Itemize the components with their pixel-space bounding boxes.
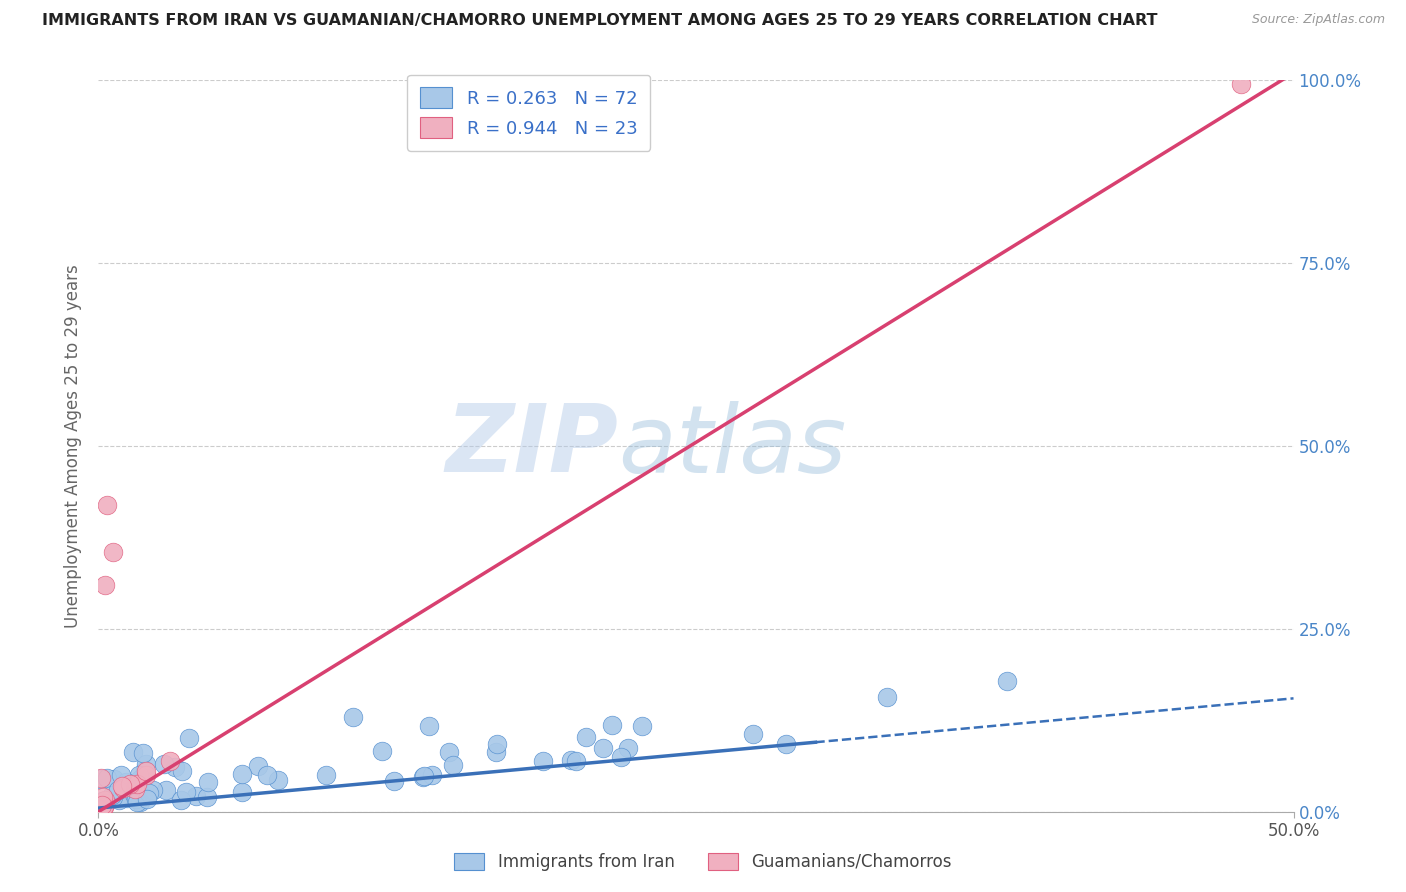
Point — [631, 719, 654, 733]
Point — [131, 746, 153, 760]
Point — [125, 777, 148, 791]
Point — [184, 789, 207, 804]
Point — [124, 781, 146, 796]
Point — [231, 767, 253, 781]
Point — [101, 789, 124, 804]
Point — [565, 754, 588, 768]
Point — [592, 740, 614, 755]
Point — [995, 673, 1018, 688]
Y-axis label: Unemployment Among Ages 25 to 29 years: Unemployment Among Ages 25 to 29 years — [65, 264, 83, 628]
Point — [115, 790, 138, 805]
Point — [775, 737, 797, 751]
Point — [114, 779, 136, 793]
Point — [197, 775, 219, 789]
Point — [94, 578, 117, 592]
Point — [412, 768, 434, 782]
Point — [136, 792, 159, 806]
Point — [575, 730, 598, 744]
Text: atlas: atlas — [619, 401, 846, 491]
Point — [486, 737, 509, 751]
Point — [439, 745, 461, 759]
Point — [134, 763, 156, 777]
Point — [101, 788, 124, 802]
Point — [382, 773, 405, 788]
Point — [124, 787, 146, 801]
Point — [531, 755, 554, 769]
Point — [170, 793, 193, 807]
Point — [91, 796, 114, 810]
Point — [231, 784, 253, 798]
Point — [610, 749, 633, 764]
Point — [91, 794, 114, 808]
Point — [165, 759, 187, 773]
Point — [94, 793, 117, 807]
Point — [600, 718, 623, 732]
Point — [128, 768, 150, 782]
Point — [560, 753, 582, 767]
Point — [266, 773, 288, 788]
Point — [115, 775, 138, 789]
Point — [89, 772, 111, 786]
Point — [128, 772, 150, 787]
Point — [876, 690, 898, 705]
Point — [443, 758, 465, 772]
Point — [96, 498, 118, 512]
Point — [1230, 77, 1253, 91]
Point — [107, 782, 129, 797]
Point — [135, 756, 157, 771]
Point — [91, 789, 114, 804]
Text: ZIP: ZIP — [446, 400, 619, 492]
Point — [153, 756, 176, 771]
Point — [122, 745, 145, 759]
Legend: Immigrants from Iran, Guamanians/Chamorros: Immigrants from Iran, Guamanians/Chamorr… — [446, 845, 960, 880]
Point — [111, 779, 134, 793]
Text: IMMIGRANTS FROM IRAN VS GUAMANIAN/CHAMORRO UNEMPLOYMENT AMONG AGES 25 TO 29 YEAR: IMMIGRANTS FROM IRAN VS GUAMANIAN/CHAMOR… — [42, 13, 1157, 29]
Point — [93, 799, 115, 814]
Point — [91, 793, 114, 807]
Point — [177, 731, 200, 746]
Point — [159, 755, 181, 769]
Point — [118, 777, 141, 791]
Point — [418, 719, 440, 733]
Point — [90, 797, 112, 812]
Point — [155, 782, 177, 797]
Point — [142, 782, 165, 797]
Point — [93, 800, 115, 814]
Point — [90, 772, 112, 786]
Point — [174, 785, 197, 799]
Point — [195, 789, 218, 804]
Point — [135, 764, 157, 778]
Point — [103, 772, 125, 786]
Point — [135, 768, 157, 782]
Point — [125, 791, 148, 805]
Legend: R = 0.263   N = 72, R = 0.944   N = 23: R = 0.263 N = 72, R = 0.944 N = 23 — [408, 75, 650, 151]
Point — [138, 786, 160, 800]
Point — [342, 710, 364, 724]
Point — [93, 796, 115, 810]
Point — [111, 781, 134, 796]
Point — [247, 759, 270, 773]
Point — [110, 768, 132, 782]
Point — [741, 727, 763, 741]
Point — [485, 745, 508, 759]
Point — [170, 764, 193, 779]
Point — [127, 795, 149, 809]
Point — [420, 768, 443, 782]
Text: Source: ZipAtlas.com: Source: ZipAtlas.com — [1251, 13, 1385, 27]
Point — [91, 802, 114, 816]
Point — [107, 792, 129, 806]
Point — [315, 768, 337, 782]
Point — [105, 788, 128, 802]
Point — [89, 802, 111, 816]
Point — [96, 771, 118, 785]
Point — [129, 795, 152, 809]
Point — [101, 545, 124, 559]
Point — [256, 768, 278, 782]
Point — [412, 770, 434, 784]
Point — [371, 743, 394, 757]
Point — [616, 741, 638, 756]
